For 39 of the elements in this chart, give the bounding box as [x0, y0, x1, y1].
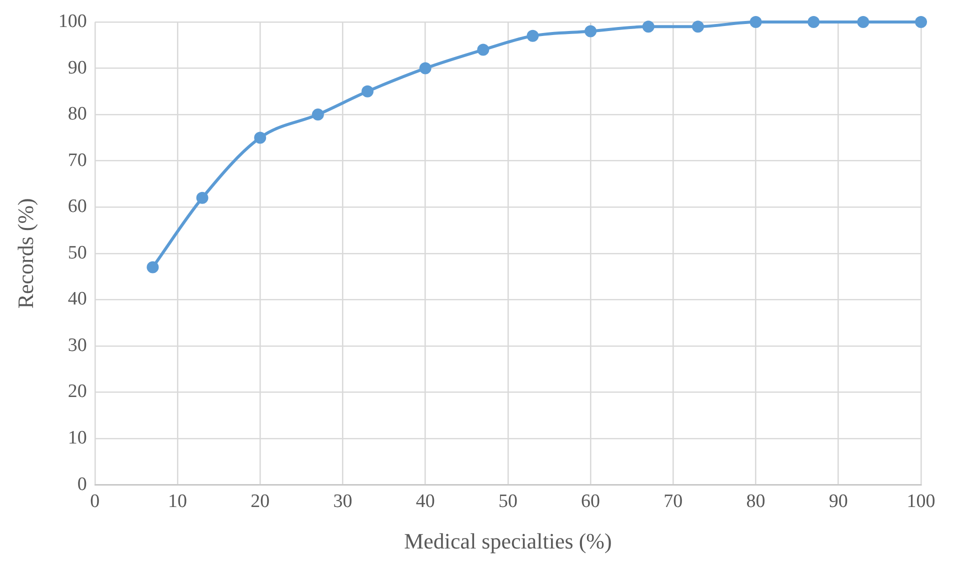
y-tick-label: 90	[68, 57, 87, 78]
x-tick-label: 0	[90, 491, 100, 512]
point	[692, 20, 704, 33]
point	[915, 16, 927, 28]
point	[254, 132, 266, 144]
point	[419, 62, 432, 74]
y-tick-label: 40	[68, 288, 87, 310]
y-tick-label: 60	[68, 196, 87, 218]
y-tick-label: 0	[77, 474, 87, 495]
x-tick-label: 100	[906, 491, 936, 512]
y-tick-label: 20	[68, 381, 87, 402]
point	[750, 16, 762, 28]
x-tick-label: 50	[498, 491, 518, 512]
y-tick-label: 50	[68, 242, 87, 264]
y-tick-label: 30	[68, 334, 87, 356]
x-tick-label: 70	[664, 491, 683, 512]
y-tick-label: 80	[68, 104, 87, 125]
point	[362, 85, 374, 98]
x-tick-label: 60	[581, 491, 600, 512]
point	[584, 25, 597, 38]
x-tick-label: 20	[250, 491, 270, 512]
y-tick-label: 70	[68, 150, 87, 171]
point	[642, 20, 654, 33]
x-tick-label: 80	[746, 491, 766, 512]
x-tick-label: 10	[168, 491, 188, 512]
x-axis-title: Medical specialties (%)	[404, 528, 612, 554]
point	[196, 192, 208, 204]
point	[146, 261, 159, 274]
point	[808, 16, 820, 28]
point	[312, 108, 324, 121]
point	[857, 16, 870, 28]
x-tick-label: 90	[828, 491, 848, 512]
point	[477, 44, 490, 56]
y-tick-label: 10	[68, 428, 87, 449]
y-axis-title: Records (%)	[12, 198, 38, 309]
x-tick-label: 40	[416, 491, 435, 512]
y-tick-label: 100	[58, 10, 87, 32]
x-tick-label: 30	[333, 491, 352, 512]
point	[526, 30, 539, 42]
